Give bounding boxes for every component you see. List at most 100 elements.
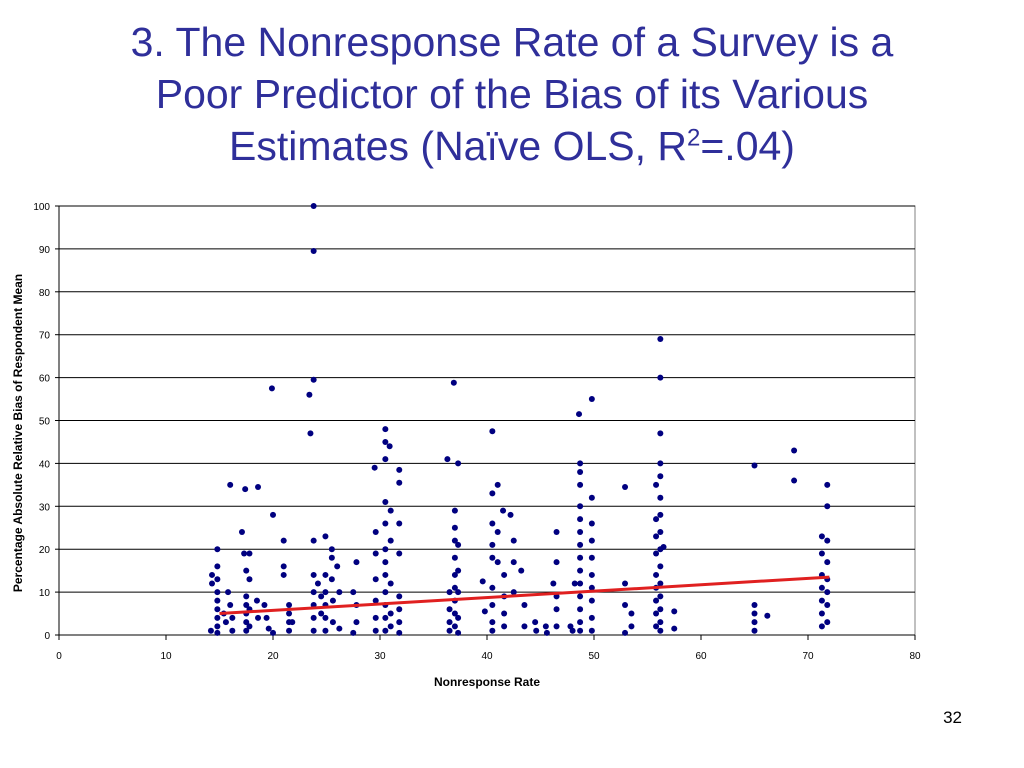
data-point xyxy=(818,533,825,540)
data-point xyxy=(764,612,771,619)
data-point xyxy=(328,554,335,561)
data-point xyxy=(451,507,458,514)
y-tick-label: 90 xyxy=(39,245,51,256)
data-point xyxy=(518,567,525,574)
data-point xyxy=(653,623,660,630)
data-point xyxy=(657,494,664,501)
data-point xyxy=(451,537,458,544)
data-point xyxy=(255,614,262,621)
data-point xyxy=(214,546,221,553)
data-point xyxy=(818,584,825,591)
x-tick-label: 30 xyxy=(374,651,386,662)
data-point xyxy=(387,623,394,630)
data-point xyxy=(261,601,268,608)
data-point xyxy=(510,589,517,596)
data-point xyxy=(310,614,317,621)
fit-line-layer xyxy=(219,575,830,616)
data-point xyxy=(396,550,403,557)
data-point xyxy=(450,379,457,386)
data-point xyxy=(455,460,462,467)
data-point xyxy=(446,606,453,613)
data-point xyxy=(451,554,458,561)
data-point xyxy=(387,580,394,587)
data-point xyxy=(328,546,335,553)
data-points xyxy=(207,203,831,636)
data-point xyxy=(372,550,379,557)
y-tick-label: 10 xyxy=(39,588,51,599)
data-point xyxy=(310,203,317,209)
data-point xyxy=(372,597,379,604)
data-point xyxy=(588,554,595,561)
data-point xyxy=(588,396,595,403)
data-point xyxy=(451,610,458,617)
data-point xyxy=(818,550,825,557)
data-point xyxy=(350,589,357,596)
data-point xyxy=(243,593,250,600)
y-tick-label: 100 xyxy=(33,202,50,213)
data-point xyxy=(553,529,560,536)
data-point xyxy=(314,580,321,587)
data-point xyxy=(577,580,584,587)
data-point xyxy=(628,623,635,630)
data-point xyxy=(451,584,458,591)
title-line-2: Poor Predictor of the Bias of its Variou… xyxy=(155,71,869,117)
data-point xyxy=(818,597,825,604)
data-point xyxy=(263,614,270,621)
data-point xyxy=(455,589,462,596)
x-tick-label: 80 xyxy=(909,651,921,662)
data-point xyxy=(246,576,253,583)
data-point xyxy=(222,619,229,626)
data-point xyxy=(227,481,234,488)
fit-line xyxy=(219,575,830,616)
data-point xyxy=(243,619,250,626)
data-point xyxy=(657,511,664,518)
data-point xyxy=(372,529,379,536)
data-point xyxy=(824,589,831,596)
data-point xyxy=(533,627,540,634)
data-point xyxy=(396,593,403,600)
axes: 0 10 20 30 40 50 60 70 80 90 100 0 10 20 30 40 50 60 70 80 xyxy=(33,202,921,662)
data-point xyxy=(751,627,758,634)
data-point xyxy=(265,625,272,632)
y-tick-label: 0 xyxy=(44,631,50,642)
data-point xyxy=(824,619,831,626)
data-point xyxy=(577,529,584,536)
data-point xyxy=(577,516,584,523)
data-point xyxy=(382,627,389,634)
data-point xyxy=(306,391,313,398)
data-point xyxy=(455,629,462,636)
data-point xyxy=(791,477,798,484)
data-point xyxy=(336,589,343,596)
x-tick-label: 50 xyxy=(588,651,600,662)
data-point xyxy=(209,571,216,578)
page-number: 32 xyxy=(943,708,962,727)
data-point xyxy=(382,438,389,445)
data-point xyxy=(653,610,660,617)
data-point xyxy=(451,524,458,531)
data-point xyxy=(622,629,629,636)
data-point xyxy=(382,546,389,553)
data-point xyxy=(246,623,253,630)
x-tick-label: 10 xyxy=(160,651,172,662)
data-point xyxy=(818,623,825,630)
data-point xyxy=(588,584,595,591)
data-point xyxy=(310,571,317,578)
data-point xyxy=(387,537,394,544)
data-point xyxy=(238,529,245,536)
data-point xyxy=(521,601,528,608)
y-tick-label: 40 xyxy=(39,459,51,470)
data-point xyxy=(628,610,635,617)
data-point xyxy=(322,614,329,621)
data-point xyxy=(500,507,507,514)
data-point xyxy=(207,627,214,634)
data-point xyxy=(507,511,514,518)
data-point xyxy=(481,608,488,615)
data-point xyxy=(479,578,486,585)
data-point xyxy=(444,456,451,463)
y-tick-label: 80 xyxy=(39,288,51,299)
data-point xyxy=(501,623,508,630)
data-point xyxy=(371,464,378,471)
data-point xyxy=(577,619,584,626)
data-point xyxy=(622,580,629,587)
title-line-3-end: =.04) xyxy=(700,123,795,169)
